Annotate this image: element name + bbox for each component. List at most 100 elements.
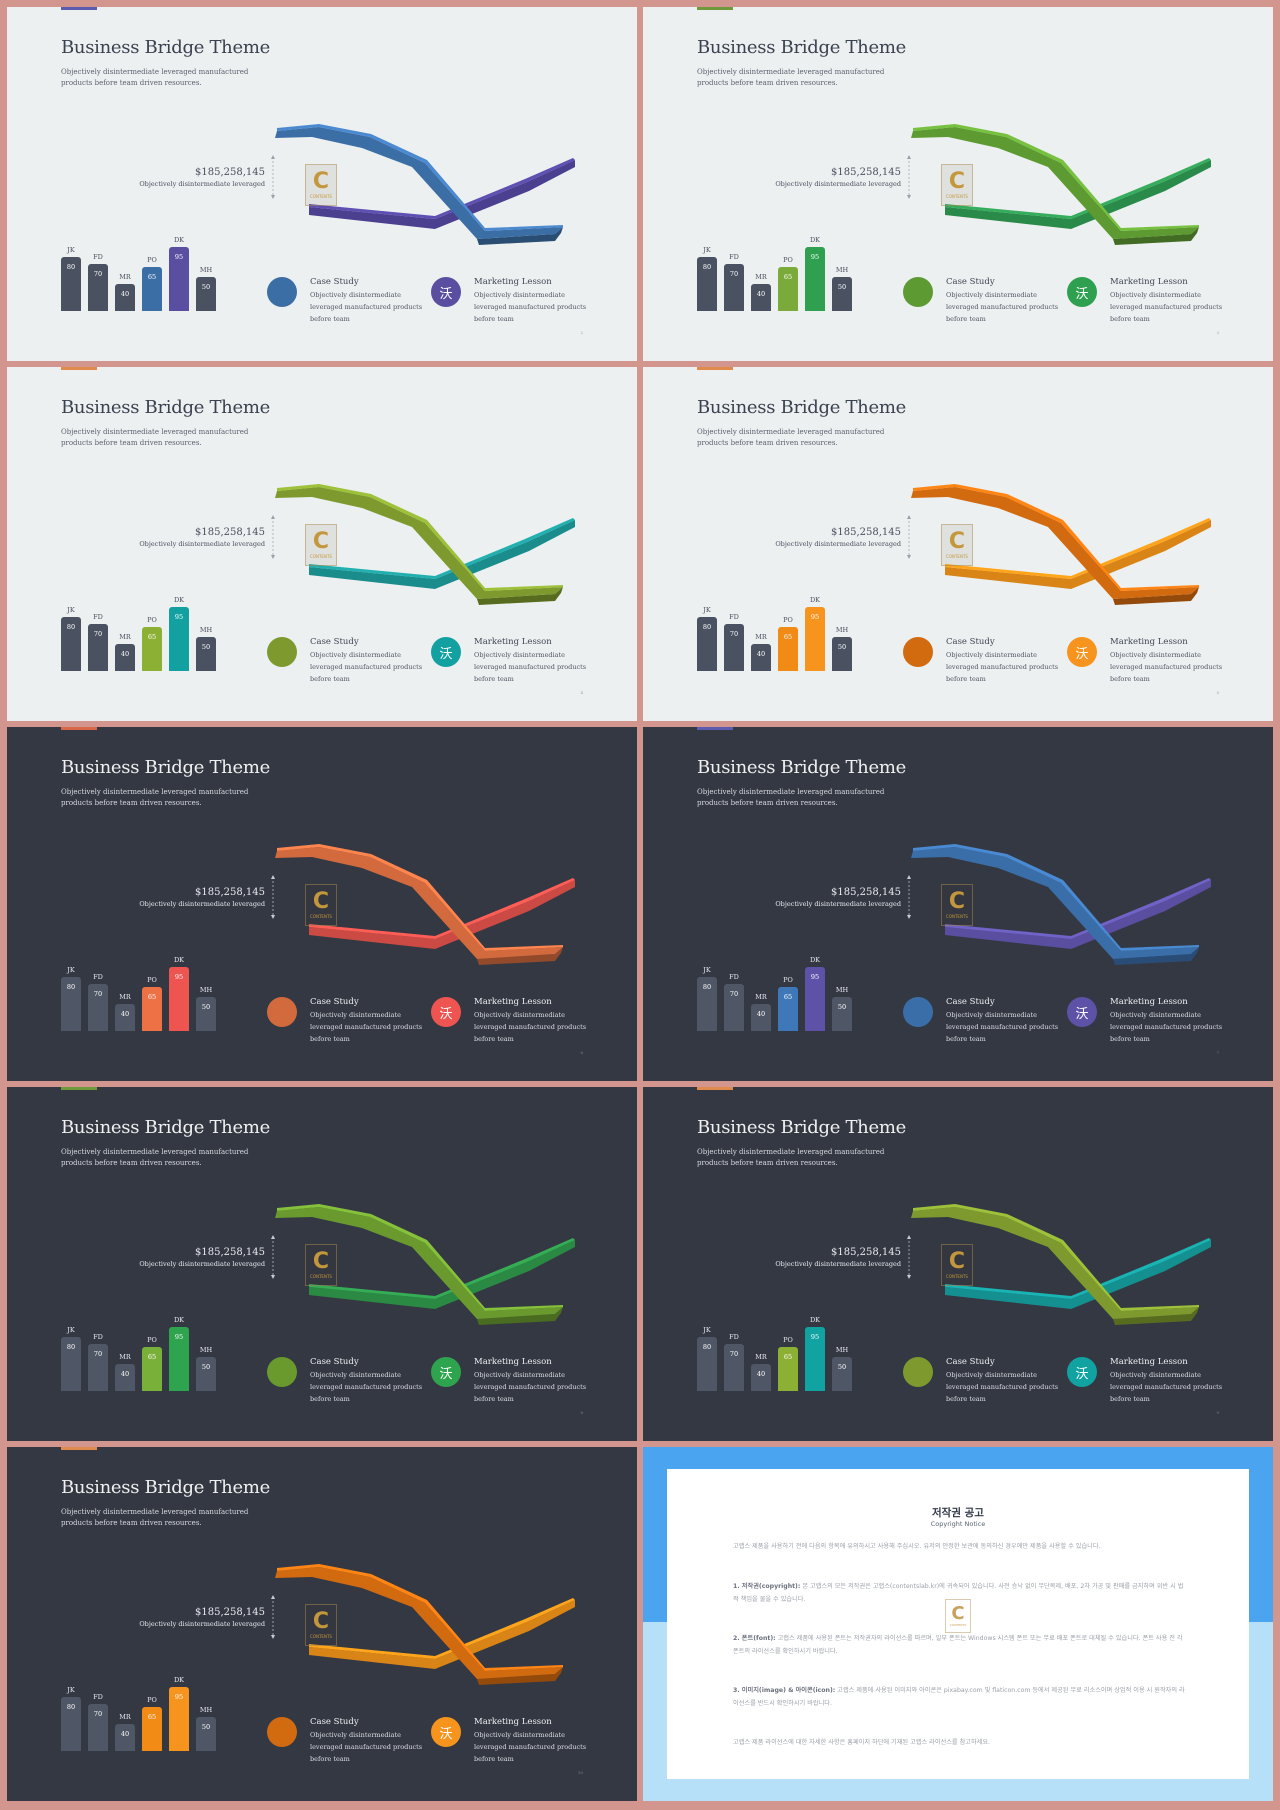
bar-chart: 80 JK 70 FD 40 MR 65 PO 95 DK 50 MH (61, 1313, 223, 1391)
marketing-lesson-icon: 沃 (1067, 1357, 1097, 1387)
bar-value-po: 65 (783, 633, 793, 642)
bar-value-jk: 80 (66, 263, 76, 272)
bar-chart: 80 JK 70 FD 40 MR 65 PO 95 DK 50 MH (61, 233, 223, 311)
bar-mh (832, 637, 852, 671)
slide-thumbnail-7[interactable]: Business Bridge Theme Objectively disint… (643, 727, 1273, 1081)
bar-value-mh: 50 (201, 1723, 211, 1732)
bar-label-fd: FD (729, 612, 739, 621)
contents-watermark-logo: C CONTENTS (305, 1244, 337, 1286)
marketing-lesson-icon: 沃 (1067, 277, 1097, 307)
bar-value-mr: 40 (120, 1010, 130, 1019)
bar-value-dk: 95 (174, 1693, 184, 1701)
watermark-letter: C (312, 169, 330, 194)
case-study-title: Case Study (946, 997, 995, 1007)
case-study-desc: Objectively disintermediate leveraged ma… (946, 291, 1059, 323)
marketing-lesson-title: Marketing Lesson (474, 277, 552, 287)
indicator-arrow-down (907, 1275, 911, 1279)
slide-thumbnail-10[interactable]: Business Bridge Theme Objectively disint… (7, 1447, 637, 1801)
bar-fd (88, 623, 108, 671)
bar-value-mh: 50 (201, 1363, 211, 1372)
bar-mr (115, 644, 135, 671)
bar-label-po: PO (783, 976, 793, 985)
bar-value-mh: 50 (837, 1003, 847, 1012)
case-study-dot (267, 1357, 297, 1387)
bar-value-jk: 80 (702, 623, 712, 632)
bar-chart: 80 JK 70 FD 40 MR 65 PO 95 DK 50 MH (697, 1313, 859, 1391)
slide-subtitle: Objectively disintermediate leveraged ma… (697, 1148, 885, 1167)
bar-label-mr: MR (119, 993, 131, 1002)
page-number: 8 (580, 1410, 583, 1415)
marketing-lesson-desc: Objectively disintermediate leveraged ma… (1110, 651, 1223, 683)
marketing-lesson-desc: Objectively disintermediate leveraged ma… (1110, 1371, 1223, 1403)
slide-title: Business Bridge Theme (697, 397, 906, 418)
contents-watermark-logo: C CONTENTS (941, 884, 973, 926)
bar-label-dk: DK (173, 956, 185, 964)
slide-accent-tab (61, 7, 97, 10)
slide-thumbnail-5[interactable]: Business Bridge Theme Objectively disint… (643, 367, 1273, 721)
bar-label-mh: MH (199, 1346, 213, 1355)
contents-watermark-logo: C CONTENTS (941, 1244, 973, 1286)
slide-thumbnail-2[interactable]: Business Bridge Theme Objectively disint… (7, 7, 637, 361)
watermark-letter: C (312, 529, 330, 554)
bar-label-dk: DK (809, 596, 821, 604)
bar-jk (697, 257, 717, 311)
bar-label-fd: FD (93, 612, 103, 621)
bar-label-jk: JK (703, 1326, 711, 1335)
ribbon-primary-shadow (477, 587, 563, 605)
contents-watermark-logo: C CONTENTS (305, 1604, 337, 1646)
bar-fd (724, 983, 744, 1031)
marketing-lesson-title: Marketing Lesson (1110, 1357, 1188, 1367)
bar-value-jk: 80 (66, 1343, 76, 1352)
bar-value-po: 65 (783, 273, 793, 282)
watermark-text: CONTENTS (946, 1274, 968, 1279)
bar-label-dk: DK (809, 236, 821, 244)
bar-dk (169, 967, 189, 1031)
marketing-lesson-icon: 沃 (431, 997, 461, 1027)
indicator-arrow-up (271, 875, 275, 879)
bar-label-fd: FD (93, 1332, 103, 1341)
slide-thumbnail-3[interactable]: Business Bridge Theme Objectively disint… (643, 7, 1273, 361)
bar-fd (88, 983, 108, 1031)
bar-label-mr: MR (755, 633, 767, 642)
bar-value-mh: 50 (201, 283, 211, 292)
bar-label-po: PO (783, 256, 793, 265)
slide-accent-tab (61, 1447, 97, 1450)
slide-subtitle: Objectively disintermediate leveraged ma… (697, 788, 885, 807)
amount-value: $185,258,145 (831, 527, 901, 538)
indicator-arrow-down (271, 1635, 275, 1639)
bar-jk (697, 977, 717, 1031)
copyright-slide[interactable]: 저작권 공고 Copyright Notice 고랩스 제품을 사용하기 전에 … (643, 1447, 1273, 1801)
bar-value-po: 65 (783, 993, 793, 1002)
marketing-lesson-desc: Objectively disintermediate leveraged ma… (474, 291, 587, 323)
bar-mr (751, 644, 771, 671)
bar-fd (724, 1343, 744, 1391)
marketing-lesson-desc: Objectively disintermediate leveraged ma… (1110, 291, 1223, 323)
bar-label-dk: DK (173, 1316, 185, 1324)
bar-dk (169, 607, 189, 671)
slide-accent-tab (697, 1087, 733, 1090)
bar-value-mh: 50 (837, 283, 847, 292)
amount-description: Objectively disintermediate leveraged (139, 900, 265, 908)
bar-value-mh: 50 (837, 1363, 847, 1372)
case-study-dot (903, 1357, 933, 1387)
copyright-title: 저작권 공고 (932, 1507, 984, 1519)
slide-thumbnail-4[interactable]: Business Bridge Theme Objectively disint… (7, 367, 637, 721)
slide-thumbnail-8[interactable]: Business Bridge Theme Objectively disint… (7, 1087, 637, 1441)
bar-value-po: 65 (147, 1713, 157, 1722)
bar-value-jk: 80 (702, 263, 712, 272)
bar-dk (805, 967, 825, 1031)
watermark-text: CONTENTS (310, 1634, 332, 1639)
case-study-dot (267, 997, 297, 1027)
bar-mr (115, 284, 135, 311)
bar-dk (169, 247, 189, 311)
slide-thumbnail-9[interactable]: Business Bridge Theme Objectively disint… (643, 1087, 1273, 1441)
case-study-desc: Objectively disintermediate leveraged ma… (946, 1011, 1059, 1043)
amount-description: Objectively disintermediate leveraged (775, 900, 901, 908)
bar-fd (724, 263, 744, 311)
case-study-desc: Objectively disintermediate leveraged ma… (946, 1371, 1059, 1403)
bar-mh (832, 1357, 852, 1391)
bar-label-jk: JK (67, 246, 75, 255)
slide-thumbnail-6[interactable]: Business Bridge Theme Objectively disint… (7, 727, 637, 1081)
slide-accent-tab (61, 367, 97, 370)
slide-accent-tab (61, 1087, 97, 1090)
